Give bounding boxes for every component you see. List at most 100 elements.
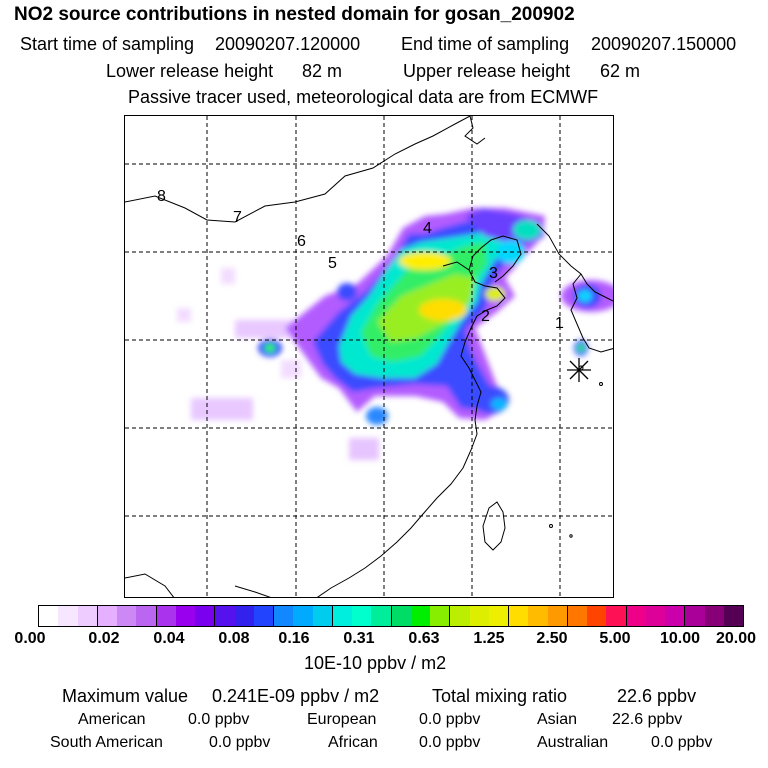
region-marker-8: 8 <box>157 188 166 205</box>
total-mixing-label: Total mixing ratio <box>432 686 568 706</box>
colorbar-swatch <box>469 606 489 626</box>
colorbar-swatch <box>234 606 254 626</box>
region-name: American <box>78 711 146 728</box>
region-marker-5: 5 <box>328 255 337 272</box>
colorbar-tick: 0.16 <box>278 630 310 647</box>
border-line <box>234 585 271 597</box>
colorbar-swatch <box>332 606 352 626</box>
colorbar-swatch <box>547 606 568 626</box>
region-name: Asian <box>537 711 578 728</box>
plume-patch <box>366 407 388 425</box>
region-marker-3: 3 <box>489 265 498 282</box>
plume-patch <box>337 283 357 301</box>
hotspot <box>485 287 505 301</box>
border-line <box>125 573 175 597</box>
start-time-label: Start time of sampling <box>20 34 195 54</box>
region-value: 0.0 ppbv <box>419 711 481 728</box>
colorbar-tick: 20.00 <box>715 630 757 647</box>
plume-patch <box>281 360 301 378</box>
plume-patch <box>577 344 585 352</box>
colorbar-swatch <box>645 606 665 626</box>
colorbar-tick: 1.25 <box>473 630 505 647</box>
max-value-label: Maximum value <box>62 686 189 706</box>
colorbar-swatch <box>587 606 607 626</box>
plume-patch <box>491 398 507 410</box>
colorbar-swatch <box>156 606 176 626</box>
colorbar-swatch <box>567 606 587 626</box>
plume-patch <box>349 438 379 460</box>
coastline <box>482 501 506 551</box>
region-name: South American <box>50 734 163 751</box>
colorbar-swatch <box>488 606 509 626</box>
plume-patch <box>264 343 276 353</box>
region-markers: 1 2 3 4 5 6 7 8 <box>157 188 564 332</box>
region-marker-6: 6 <box>297 233 306 250</box>
region-marker-4: 4 <box>423 220 432 237</box>
colorbar-swatch <box>509 606 529 626</box>
region-value: 0.0 ppbv <box>209 734 271 751</box>
plume-patch <box>177 308 191 322</box>
plume-patch <box>191 398 253 420</box>
region-marker-2: 2 <box>481 308 490 325</box>
lower-height-label: Lower release height <box>106 61 274 81</box>
island <box>569 534 573 538</box>
hotspot <box>399 252 451 270</box>
colorbar-swatch <box>450 606 470 626</box>
region-value: 22.6 ppbv <box>612 711 683 728</box>
colorbar-swatch <box>704 606 724 626</box>
receptor-asterisk <box>567 358 591 382</box>
region-marker-1: 1 <box>555 315 564 332</box>
colorbar-tick: 2.50 <box>536 630 568 647</box>
end-time-value: 20090207.150000 <box>591 34 737 54</box>
page-title: NO2 source contributions in nested domai… <box>14 4 575 25</box>
colorbar-swatch <box>136 606 157 626</box>
region-value: 0.0 ppbv <box>188 711 250 728</box>
region-value: 0.0 ppbv <box>651 734 713 751</box>
colorbar-tick: 0.04 <box>153 630 185 647</box>
concentration-map: 1 2 3 4 5 6 7 8 <box>124 115 614 598</box>
colorbar-swatch <box>723 606 743 626</box>
colorbar-swatch <box>430 606 451 626</box>
total-mixing-value: 22.6 ppbv <box>617 686 697 706</box>
colorbar-swatch <box>391 606 411 626</box>
max-value: 0.241E-09 ppbv / m2 <box>212 686 380 706</box>
colorbar-swatch <box>117 606 137 626</box>
upper-height-label: Upper release height <box>403 61 571 81</box>
region-name: Australian <box>537 734 609 751</box>
colorbar-swatch <box>606 606 627 626</box>
colorbar-swatch <box>312 606 333 626</box>
island <box>599 382 603 386</box>
plume-patch <box>235 320 295 338</box>
colorbar-tick: 0.63 <box>408 630 440 647</box>
colorbar-swatch <box>215 606 235 626</box>
colorbar-tick: 0.08 <box>218 630 250 647</box>
lat-lon-grid <box>125 116 613 597</box>
lower-height-value: 82 m <box>302 61 343 81</box>
coastline <box>317 261 506 597</box>
colorbar-swatch <box>352 606 372 626</box>
colorbar-tick: 10.00 <box>659 630 701 647</box>
colorbar-swatch <box>626 606 646 626</box>
colorbar <box>38 605 744 627</box>
colorbar-swatch <box>195 606 216 626</box>
tracer-note: Passive tracer used, meteorological data… <box>128 87 599 107</box>
colorbar-swatch <box>665 606 686 626</box>
border-line <box>464 116 486 145</box>
plume-patch <box>513 220 541 240</box>
region-value: 0.0 ppbv <box>419 734 481 751</box>
colorbar-tick: 0.00 <box>14 630 46 647</box>
coastlines <box>125 116 613 597</box>
start-time-value: 20090207.120000 <box>215 34 361 54</box>
region-name: European <box>307 711 377 728</box>
plume-patch <box>578 290 592 302</box>
colorbar-swatch <box>371 606 392 626</box>
coastline <box>468 235 522 283</box>
colorbar-tick: 5.00 <box>599 630 631 647</box>
coastline <box>570 273 613 353</box>
colorbar-swatch <box>253 606 274 626</box>
border-line <box>125 116 471 223</box>
colorbar-swatch <box>58 606 78 626</box>
colorbar-swatch <box>77 606 98 626</box>
colorbar-unit: 10E-10 ppbv / m2 <box>304 653 447 673</box>
colorbar-swatch <box>685 606 705 626</box>
